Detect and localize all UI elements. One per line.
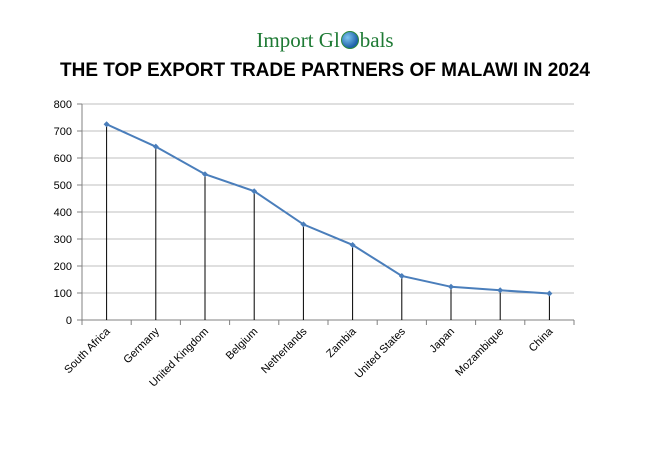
x-tick-label: Japan: [427, 326, 457, 356]
brand-logo: Import Gl bals: [0, 28, 650, 53]
y-tick-label: 400: [54, 207, 72, 219]
x-tick-label: Mozambique: [453, 326, 506, 379]
data-point: [448, 283, 454, 290]
y-tick-label: 600: [54, 153, 72, 165]
x-tick-label: South Africa: [62, 325, 113, 376]
data-point: [103, 121, 110, 128]
data-point: [152, 143, 159, 150]
data-point: [251, 188, 258, 195]
y-tick-label: 100: [54, 288, 72, 300]
brand-text-suffix: bals: [359, 28, 394, 52]
data-point: [349, 241, 356, 248]
y-tick-label: 700: [54, 126, 72, 138]
data-point: [300, 221, 307, 228]
x-tick-label: Belgium: [224, 326, 261, 363]
data-point: [497, 287, 504, 294]
y-tick-label: 200: [54, 261, 72, 273]
data-point: [398, 272, 405, 279]
chart-title: THE TOP EXPORT TRADE PARTNERS OF MALAWI …: [60, 60, 590, 81]
x-tick-label: Germany: [121, 325, 162, 366]
y-tick-label: 800: [54, 99, 72, 111]
y-tick-label: 500: [54, 180, 72, 192]
x-tick-label: China: [527, 325, 556, 354]
x-tick-label: Netherlands: [259, 325, 310, 376]
y-tick-label: 0: [66, 315, 72, 327]
data-point: [202, 171, 208, 178]
brand-text-prefix: Import Gl: [256, 28, 340, 52]
x-tick-label: United States: [353, 325, 409, 381]
y-tick-label: 300: [54, 234, 72, 246]
globe-icon: [340, 31, 359, 49]
series-line: [106, 123, 550, 295]
x-tick-label: Zambia: [324, 325, 359, 360]
data-point: [546, 290, 553, 297]
